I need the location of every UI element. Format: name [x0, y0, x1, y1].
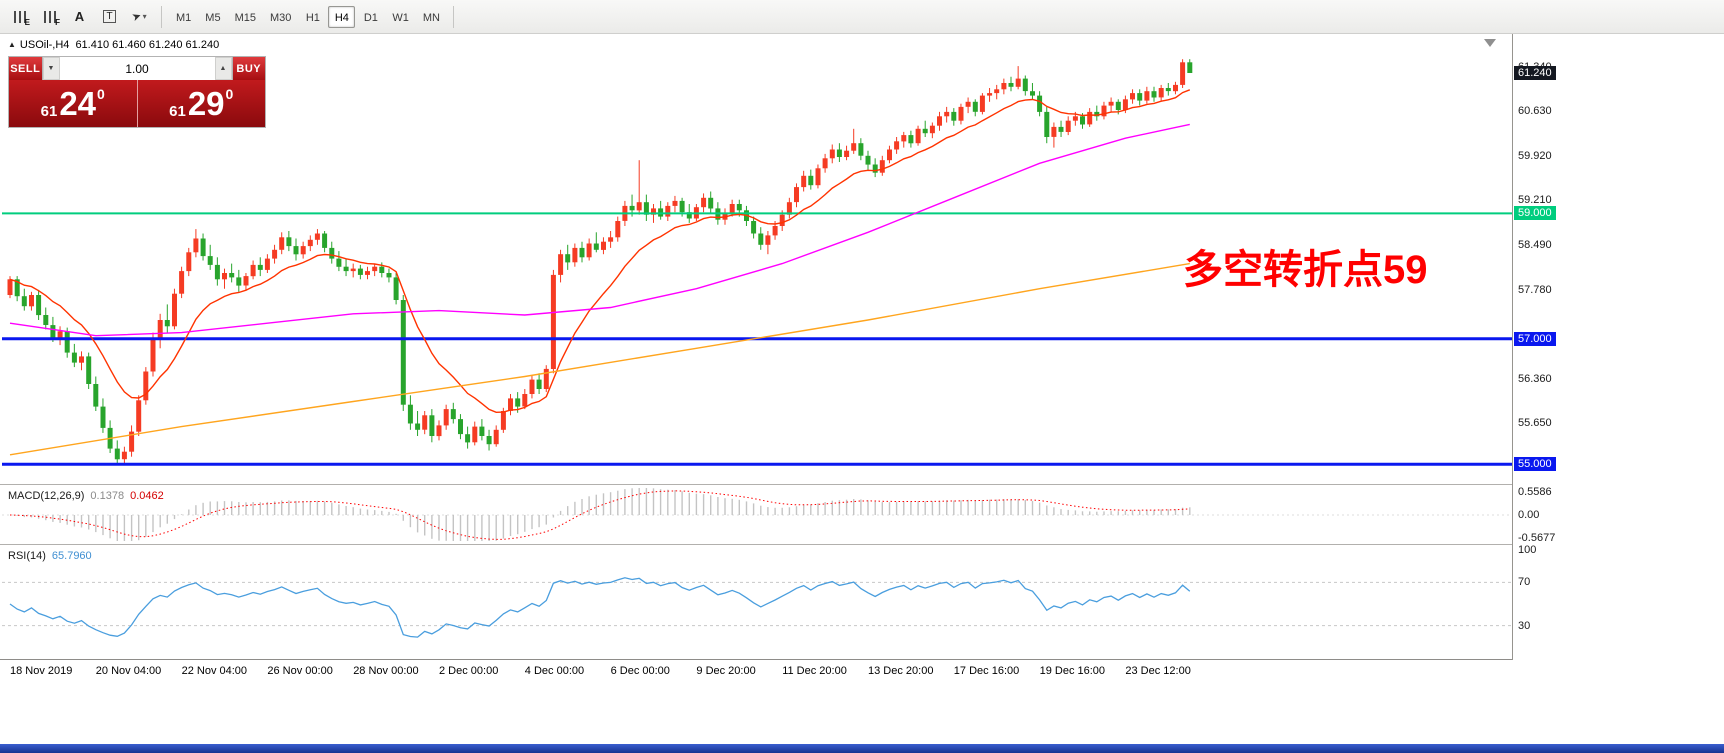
rsi-tick-100: 100: [1518, 544, 1537, 556]
timeframe-button-mn[interactable]: MN: [422, 11, 440, 24]
macd-signal-value: 0.0462: [130, 490, 164, 502]
pane-separator[interactable]: [0, 484, 1565, 485]
time-axis-label: 22 Nov 04:00: [181, 665, 248, 677]
bid-whole: 61: [40, 103, 58, 120]
ma-mid-line[interactable]: [9, 123, 1190, 337]
pane-separator[interactable]: [0, 544, 1565, 545]
price-level-chip-57.000[interactable]: 57.000: [1514, 331, 1556, 346]
time-axis-label: 9 Dec 20:00: [696, 665, 756, 677]
macd-main-value: 0.1378: [90, 490, 125, 502]
buy-button[interactable]: BUY: [232, 57, 265, 80]
time-axis-label: 28 Nov 00:00: [353, 665, 419, 677]
volume-input[interactable]: [59, 57, 215, 80]
symbol-label: USOil-,H4: [19, 39, 70, 51]
timeframe-button-h1[interactable]: H1: [305, 11, 320, 24]
time-axis-label: 11 Dec 20:00: [782, 665, 847, 677]
rsi-name: RSI(14): [8, 550, 46, 562]
macd-tick-0.00: 0.00: [1518, 509, 1540, 521]
timeframe-button-m1[interactable]: M1: [176, 11, 192, 24]
main-chart-pane[interactable]: [2, 34, 1512, 484]
price-level-chip-55.000[interactable]: 55.000: [1514, 457, 1556, 472]
ask-price-button[interactable]: 61 29 0: [137, 80, 265, 127]
volume-down-button[interactable]: ▼: [42, 57, 60, 80]
time-axis-label: 4 Dec 00:00: [524, 665, 585, 677]
volume-up-button[interactable]: ▲: [214, 57, 232, 80]
macd-histogram: [16, 488, 1191, 541]
price-tick-55.650: 55.650: [1518, 417, 1552, 430]
toolbar-separator: [452, 5, 454, 28]
rsi-pane[interactable]: [2, 546, 1512, 659]
chart-bars-glyph: [43, 10, 56, 23]
time-axis-label: 2 Dec 00:00: [439, 665, 499, 677]
indicator-f-icon[interactable]: F: [36, 5, 63, 29]
ohlc-quote-label: 61.410 61.460 61.240 61.240: [75, 39, 220, 51]
rsi-line: [9, 577, 1191, 638]
candles-group: [7, 59, 1193, 465]
rsi-value: 65.7960: [51, 550, 92, 562]
label-tool-icon[interactable]: T: [96, 5, 123, 29]
macd-tick--0.5677: -0.5677: [1518, 532, 1556, 545]
time-axis[interactable]: 18 Nov 2019 20 Nov 04:00 22 Nov 04:00 26 No…: [0, 660, 1565, 682]
toolbar: E F A T ➤ ▾ M1 M5 M15 M30 H1 H4 D1 W1 MN: [0, 0, 1724, 34]
timeframe-button-h4[interactable]: H4: [328, 5, 356, 28]
rsi-tick-30: 30: [1518, 619, 1531, 632]
ask-pip-digit: 0: [225, 86, 234, 102]
bid-big-digits: 24: [59, 85, 97, 122]
ma-fast-line[interactable]: [9, 89, 1191, 414]
one-click-collapse-icon[interactable]: ▲: [8, 40, 16, 49]
macd-label: MACD(12,26,9) 0.1378 0.0462: [8, 490, 164, 502]
price-tick-59.210: 59.210: [1518, 194, 1552, 207]
time-axis-label: 20 Nov 04:00: [95, 665, 162, 677]
price-tick-56.360: 56.360: [1518, 372, 1552, 385]
annotation-text[interactable]: 多空转折点59: [1183, 248, 1428, 292]
ask-whole: 61: [169, 103, 186, 120]
timeframe-button-group: M1 M5 M15 M30 H1 H4 D1 W1 MN: [170, 5, 448, 28]
time-axis-label: 23 Dec 12:00: [1125, 665, 1191, 677]
macd-tick-0.5586: 0.5586: [1518, 486, 1552, 499]
one-click-trade-panel: SELL ▼ ▲ BUY 61 24 0 61 29 0: [8, 56, 266, 128]
chevron-down-icon: ▾: [142, 12, 147, 21]
sell-button[interactable]: SELL: [9, 57, 42, 80]
timeframe-button-m15[interactable]: M15: [234, 11, 256, 24]
current-price-chip[interactable]: 61.240: [1514, 66, 1556, 80]
time-axis-line: [0, 659, 1565, 660]
timeframe-button-d1[interactable]: D1: [363, 11, 378, 24]
price-axis[interactable]: 61.34060.63059.92059.21058.49057.78056.3…: [1512, 34, 1612, 660]
price-tick-58.490: 58.490: [1518, 239, 1552, 252]
toolbar-icon-group: E F A T ➤ ▾: [6, 5, 156, 29]
indicator-e-icon[interactable]: E: [6, 5, 33, 29]
taskbar-strip: [0, 744, 1724, 753]
scroll-to-end-icon[interactable]: [1484, 39, 1496, 47]
price-tick-59.920: 59.920: [1518, 149, 1552, 162]
rsi-tick-70: 70: [1518, 576, 1531, 589]
chart-bars-glyph: [13, 10, 26, 23]
text-tool-icon[interactable]: A: [74, 9, 85, 24]
macd-pane[interactable]: [2, 486, 1512, 543]
cursor-tool-icon[interactable]: ➤ ▾: [130, 9, 147, 25]
price-tick-57.780: 57.780: [1518, 283, 1552, 296]
time-axis-label: 18 Nov 2019: [10, 665, 73, 677]
timeframe-button-m30[interactable]: M30: [269, 11, 292, 24]
bid-price-button[interactable]: 61 24 0: [9, 80, 138, 127]
symbol-header: ▲ USOil-,H4 61.410 61.460 61.240 61.240: [8, 39, 219, 51]
ask-big-digits: 29: [187, 85, 225, 122]
volume-spinner: ▼ ▲: [41, 57, 233, 80]
time-axis-label: 19 Dec 16:00: [1039, 665, 1106, 677]
timeframe-button-m5[interactable]: M5: [205, 11, 221, 24]
time-axis-label: 6 Dec 00:00: [610, 665, 670, 677]
time-axis-label: 17 Dec 16:00: [953, 665, 1020, 677]
toolbar-separator: [161, 5, 162, 28]
time-axis-label: 13 Dec 20:00: [868, 665, 934, 677]
timeframe-button-w1[interactable]: W1: [392, 11, 409, 24]
time-axis-label: 26 Nov 00:00: [267, 665, 333, 677]
bid-pip-digit: 0: [97, 86, 105, 102]
ma-slow-line[interactable]: [9, 262, 1190, 456]
price-tick-60.630: 60.630: [1518, 105, 1552, 118]
macd-name: MACD(12,26,9): [8, 490, 85, 502]
price-level-chip-59.000[interactable]: 59.000: [1514, 206, 1556, 221]
rsi-label: RSI(14) 65.7960: [8, 550, 92, 562]
